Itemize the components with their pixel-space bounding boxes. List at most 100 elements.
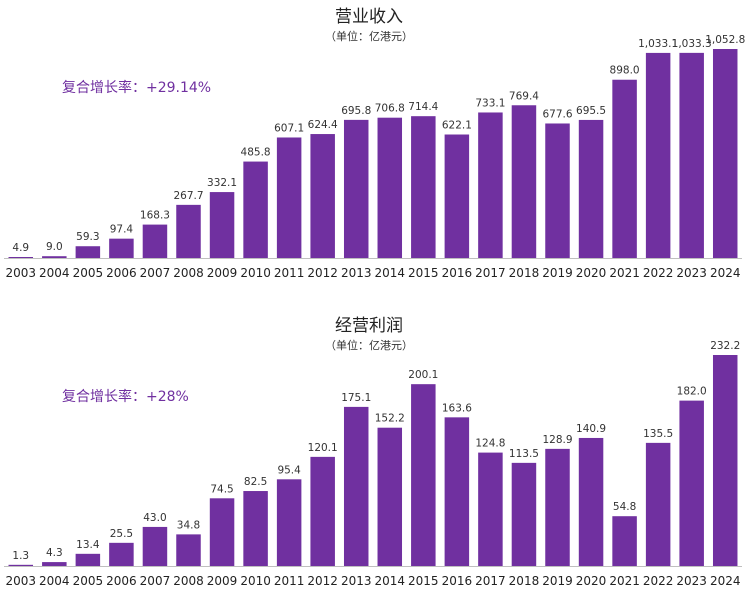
cagr-value-revenue: +29.14% — [146, 80, 211, 96]
data-label-revenue-2009: 332.1 — [207, 177, 237, 189]
data-label-revenue-2010: 485.8 — [241, 147, 271, 159]
bar-revenue-2015 — [411, 116, 436, 259]
x-tick-revenue-2003: 2003 — [5, 266, 36, 280]
bar-operating-profit-2007 — [142, 526, 168, 566]
x-tick-revenue-2006: 2006 — [106, 266, 137, 280]
bar-operating-profit-2010 — [243, 491, 268, 566]
bar-revenue-2008 — [176, 204, 201, 258]
bar-operating-profit-2013 — [343, 406, 369, 566]
data-label-operating-profit-2015: 200.1 — [408, 369, 438, 381]
bar-revenue-2024 — [712, 49, 738, 258]
x-tick-operating-profit-2010: 2010 — [240, 574, 271, 588]
data-label-revenue-2013: 695.8 — [341, 105, 371, 117]
data-label-revenue-2005: 59.3 — [76, 231, 99, 243]
data-label-operating-profit-2006: 25.5 — [110, 528, 133, 540]
cagr-label-operating-profit: 复合增长率： — [62, 388, 146, 405]
data-label-revenue-2015: 714.4 — [408, 101, 438, 113]
data-label-revenue-2007: 168.3 — [140, 210, 170, 222]
cagr-annotation-operating-profit: 复合增长率：+28% — [62, 388, 189, 405]
bar-revenue-2022 — [645, 52, 671, 258]
x-tick-revenue-2004: 2004 — [39, 266, 70, 280]
bar-revenue-2017 — [478, 112, 503, 258]
data-label-revenue-2006: 97.4 — [110, 224, 134, 236]
data-label-revenue-2016: 622.1 — [442, 120, 472, 132]
bar-revenue-2014 — [377, 117, 403, 258]
chart-subtitle-revenue: （单位：亿港元） — [325, 29, 413, 43]
bar-revenue-2006 — [109, 238, 134, 258]
data-label-operating-profit-2009: 74.5 — [210, 483, 233, 495]
cagr-value-operating-profit: +28% — [146, 389, 189, 405]
x-tick-operating-profit-2020: 2020 — [576, 574, 607, 588]
cagr-annotation-revenue: 复合增长率：+29.14% — [62, 79, 211, 96]
x-tick-operating-profit-2007: 2007 — [140, 574, 171, 588]
bar-revenue-2004 — [42, 256, 67, 258]
data-label-operating-profit-2019: 128.9 — [542, 434, 572, 446]
x-tick-operating-profit-2005: 2005 — [73, 574, 104, 588]
x-tick-revenue-2024: 2024 — [710, 266, 741, 280]
data-label-operating-profit-2011: 95.4 — [277, 464, 301, 476]
x-tick-operating-profit-2019: 2019 — [542, 574, 573, 588]
data-label-operating-profit-2013: 175.1 — [341, 392, 371, 404]
bar-revenue-2013 — [343, 119, 369, 259]
data-label-revenue-2019: 677.6 — [542, 108, 572, 120]
bar-revenue-2019 — [545, 123, 570, 258]
bar-operating-profit-2020 — [578, 437, 604, 566]
data-label-operating-profit-2012: 120.1 — [308, 442, 338, 454]
bar-operating-profit-2006 — [109, 542, 134, 566]
x-tick-operating-profit-2009: 2009 — [207, 574, 238, 588]
data-label-operating-profit-2010: 82.5 — [244, 476, 267, 488]
bar-revenue-2023 — [679, 52, 704, 259]
x-tick-operating-profit-2018: 2018 — [509, 574, 540, 588]
bar-operating-profit-2003 — [8, 564, 34, 566]
chart-subtitle-operating-profit: （单位：亿港元） — [325, 338, 413, 352]
x-tick-revenue-2019: 2019 — [542, 266, 573, 280]
data-label-revenue-2024: 1,052.8 — [705, 34, 745, 46]
bar-revenue-2003 — [8, 257, 34, 258]
data-label-operating-profit-2024: 232.2 — [710, 340, 740, 352]
bar-revenue-2020 — [578, 119, 604, 259]
data-label-operating-profit-2004: 4.3 — [46, 547, 63, 559]
x-tick-operating-profit-2012: 2012 — [307, 574, 338, 588]
x-tick-operating-profit-2008: 2008 — [173, 574, 204, 588]
x-tick-revenue-2015: 2015 — [408, 266, 439, 280]
x-tick-revenue-2010: 2010 — [240, 266, 271, 280]
data-label-revenue-2008: 267.7 — [173, 190, 203, 202]
data-label-revenue-2011: 607.1 — [274, 122, 304, 134]
cagr-label-revenue: 复合增长率： — [62, 79, 146, 96]
bar-chart-operating-profit: 1.3 2003 4.3 2004 13.4 2005 25.5 2006 43.0 2007 34… — [4, 340, 742, 588]
data-label-revenue-2021: 898.0 — [610, 65, 640, 77]
x-tick-revenue-2005: 2005 — [73, 266, 104, 280]
bar-revenue-2005 — [75, 246, 101, 258]
x-tick-operating-profit-2022: 2022 — [643, 574, 674, 588]
data-label-operating-profit-2008: 34.8 — [177, 519, 200, 531]
bar-operating-profit-2024 — [712, 355, 738, 566]
data-label-revenue-2022: 1,033.1 — [638, 38, 678, 50]
x-tick-operating-profit-2003: 2003 — [5, 574, 36, 588]
data-label-revenue-2017: 733.1 — [475, 97, 505, 109]
data-label-operating-profit-2014: 152.2 — [375, 413, 405, 425]
x-tick-operating-profit-2016: 2016 — [442, 574, 473, 588]
data-label-operating-profit-2016: 163.6 — [442, 402, 472, 414]
data-label-operating-profit-2021: 54.8 — [613, 501, 636, 513]
x-tick-revenue-2011: 2011 — [274, 266, 305, 280]
bar-operating-profit-2005 — [75, 553, 101, 566]
x-tick-revenue-2009: 2009 — [207, 266, 238, 280]
bar-revenue-2007 — [142, 224, 168, 258]
data-label-operating-profit-2017: 124.8 — [475, 438, 505, 450]
x-tick-operating-profit-2017: 2017 — [475, 574, 506, 588]
x-tick-operating-profit-2021: 2021 — [609, 574, 640, 588]
bar-operating-profit-2016 — [444, 417, 470, 566]
bar-operating-profit-2014 — [377, 427, 403, 566]
data-label-operating-profit-2005: 13.4 — [76, 539, 100, 551]
bar-operating-profit-2018 — [511, 462, 537, 566]
x-tick-operating-profit-2013: 2013 — [341, 574, 372, 588]
x-tick-revenue-2012: 2012 — [307, 266, 338, 280]
x-tick-revenue-2014: 2014 — [374, 266, 405, 280]
bar-operating-profit-2023 — [679, 400, 704, 566]
bar-operating-profit-2021 — [612, 516, 637, 566]
data-label-operating-profit-2022: 135.5 — [643, 428, 673, 440]
data-label-revenue-2014: 706.8 — [375, 103, 405, 115]
x-tick-operating-profit-2004: 2004 — [39, 574, 70, 588]
data-label-operating-profit-2023: 182.0 — [677, 386, 707, 398]
